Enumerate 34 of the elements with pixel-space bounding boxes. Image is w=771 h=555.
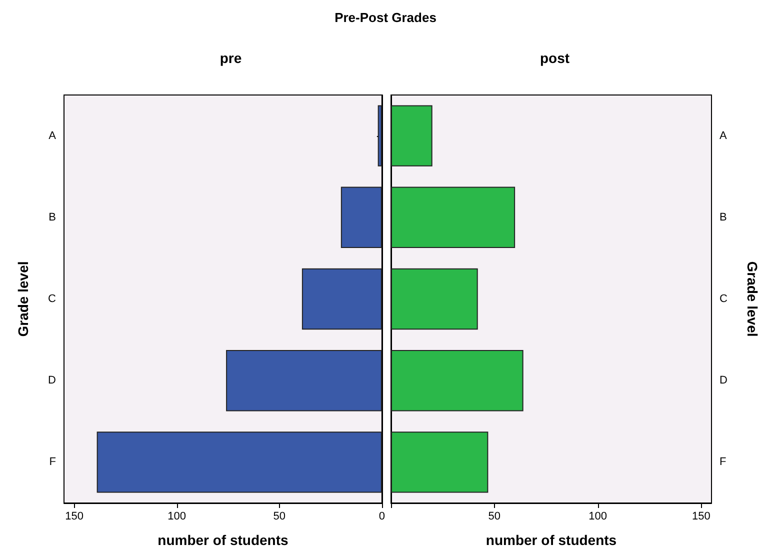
y-tick-label: C xyxy=(719,293,727,305)
x-axis-title: number of students xyxy=(158,532,289,548)
y-tick-label: A xyxy=(48,130,57,142)
x-tick-label: 150 xyxy=(691,510,710,522)
chart-subtitle: pre xyxy=(220,50,242,66)
chart-title: Pre-Post Grades xyxy=(334,10,438,25)
y-axis-title: Grade level xyxy=(744,261,760,337)
y-tick-label: C xyxy=(48,293,56,305)
bar xyxy=(378,105,382,166)
x-tick-label: 150 xyxy=(65,510,84,522)
bar xyxy=(390,268,478,330)
y-tick-label: F xyxy=(49,456,56,468)
y-axis-title: Grade level xyxy=(15,261,31,337)
x-tick-label: 0 xyxy=(378,510,386,522)
x-tick-label: 50 xyxy=(488,510,500,522)
bar xyxy=(340,186,382,248)
x-axis-title: number of students xyxy=(485,532,616,548)
chart-subtitle: post xyxy=(539,50,570,66)
y-tick-label: B xyxy=(48,211,56,224)
x-tick-label: 100 xyxy=(588,510,606,522)
y-tick-label: D xyxy=(719,374,727,387)
bar xyxy=(390,186,515,248)
y-tick-label: B xyxy=(719,211,726,224)
y-tick-label: A xyxy=(719,130,727,142)
bar xyxy=(390,105,432,166)
bar xyxy=(390,432,488,493)
y-tick-label: F xyxy=(719,456,726,468)
bar xyxy=(390,350,523,412)
bar xyxy=(302,268,382,330)
y-tick-label: D xyxy=(48,374,56,387)
bar xyxy=(226,350,382,412)
x-tick-label: 100 xyxy=(168,510,186,522)
x-tick-label: 50 xyxy=(273,510,286,522)
bar xyxy=(96,432,382,493)
